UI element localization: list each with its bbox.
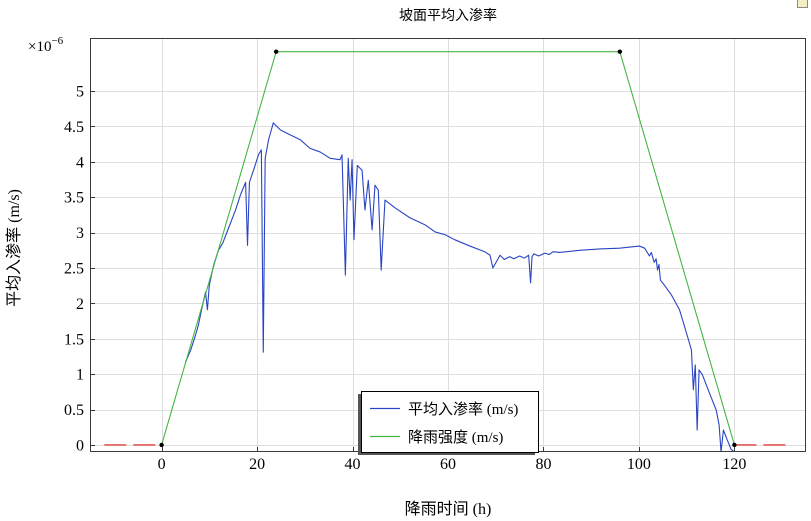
x-tick-label: 120: [722, 456, 746, 473]
rainfall-vertex-marker: [273, 49, 279, 54]
y-tick-label: 1.5: [64, 331, 84, 348]
legend-label-rainfall-intensity: 降雨强度 (m/s): [408, 429, 503, 446]
y-tick-label: 3: [76, 225, 84, 242]
y-axis-multiplier-exponent: −6: [51, 35, 63, 47]
y-tick-label: 4.5: [64, 119, 84, 136]
legend: 平均入渗率 (m/s) 降雨强度 (m/s): [358, 391, 539, 455]
infiltration-rate-line: [184, 122, 735, 452]
y-tick-label: 1: [76, 367, 84, 384]
y-tick-label: 0.5: [64, 402, 84, 419]
tick-labels: 0 20 40 60 80 100 120 0 0.5 1 1.5 2 2.5 3 3.5 4 4.5 5: [64, 84, 746, 473]
tick-marks: [90, 91, 735, 452]
marker-layer: [159, 49, 737, 448]
rainfall-vertex-marker: [159, 442, 164, 448]
y-axis-multiplier: ×10−6: [28, 35, 64, 55]
series-layer: [104, 51, 792, 452]
y-axis-title: 平均入渗率 (m/s): [5, 189, 23, 307]
y-tick-label: 2.5: [64, 261, 84, 278]
x-tick-label: 40: [345, 456, 361, 473]
legend-box: [361, 391, 539, 453]
y-tick-label: 4: [76, 154, 84, 171]
y-tick-label: 3.5: [64, 190, 84, 207]
y-tick-label: 0: [76, 437, 84, 454]
rainfall-vertex-marker: [732, 442, 737, 448]
x-axis-title: 降雨时间 (h): [405, 500, 492, 518]
y-tick-label: 5: [76, 84, 84, 101]
chart-title: 坡面平均入渗率: [399, 7, 497, 23]
grid: [90, 38, 806, 452]
x-tick-label: 80: [536, 456, 552, 473]
legend-label-infiltration-rate: 平均入渗率 (m/s): [408, 401, 518, 418]
x-tick-label: 20: [249, 456, 265, 473]
rainfall-intensity-line: [161, 51, 735, 446]
x-tick-label: 0: [158, 456, 166, 473]
x-tick-label: 60: [440, 456, 456, 473]
window-corner-icon: [797, 0, 808, 8]
y-axis-multiplier-base: ×10: [28, 39, 51, 55]
rainfall-vertex-marker: [617, 49, 623, 54]
y-tick-label: 2: [76, 296, 84, 313]
x-tick-label: 100: [627, 456, 651, 473]
